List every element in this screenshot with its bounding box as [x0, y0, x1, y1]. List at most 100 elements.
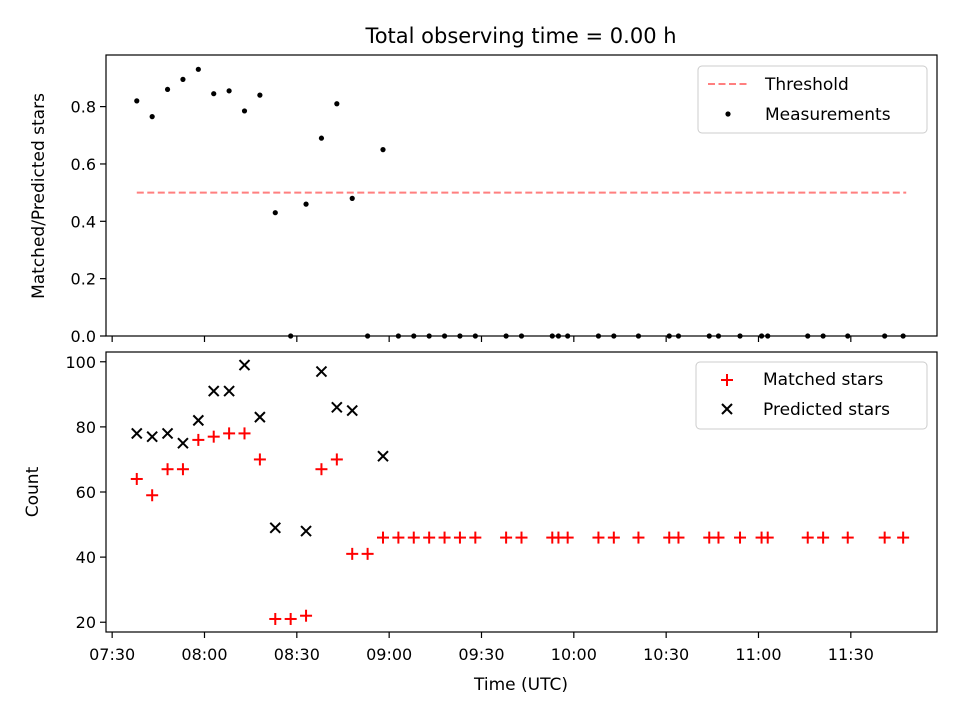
- matched-star-point: [734, 531, 747, 544]
- bottom-legend-box: [695, 361, 928, 430]
- predicted-star-point: [177, 437, 189, 449]
- matched-star-point: [284, 612, 297, 625]
- predicted-star-point: [331, 401, 343, 414]
- matched-star-point: [223, 427, 236, 440]
- matched-star-point: [330, 453, 343, 466]
- measurement-point: [211, 91, 217, 97]
- top-panel: Total observing time = 0.00 h Matched/Pr…: [29, 24, 938, 346]
- matched-star-point: [377, 531, 389, 544]
- x-tick-label: 08:00: [181, 645, 227, 664]
- predicted-star-point: [223, 385, 235, 397]
- chart-title: Total observing time = 0.00 h: [364, 24, 676, 48]
- matched-star-point: [238, 427, 251, 440]
- predicted-star-point: [300, 525, 312, 537]
- predicted-star-point: [208, 385, 220, 397]
- x-tick-label: 07:30: [89, 645, 135, 664]
- matched-star-point: [878, 531, 891, 544]
- top-y-axis-label: Matched/Predicted stars: [29, 93, 49, 299]
- x-tick-label: 11:00: [735, 645, 781, 664]
- matched-star-point: [253, 453, 266, 466]
- measurement-point: [272, 210, 278, 216]
- predicted-star-point: [377, 450, 389, 462]
- matched-star-point: [632, 531, 645, 544]
- matched-legend-swatch: [721, 374, 733, 386]
- measurement-point: [180, 76, 186, 82]
- predicted-star-point: [146, 430, 158, 443]
- matched-star-point: [841, 531, 854, 544]
- predicted-star-point: [238, 359, 251, 371]
- measurements-legend-label: Measurements: [765, 105, 891, 125]
- bottom-legend: Matched stars Predicted stars: [695, 361, 928, 430]
- matched-star-point: [300, 609, 313, 622]
- measurement-point: [257, 92, 263, 98]
- bottom-y-tick-label: 60: [76, 483, 96, 502]
- x-tick-label: 09:30: [458, 645, 504, 664]
- top-x-ticks: [111, 336, 852, 342]
- measurement-point: [303, 201, 309, 207]
- measurement-point: [349, 195, 355, 201]
- bottom-plot-frame: [105, 351, 938, 633]
- matched-star-point: [761, 531, 774, 544]
- top-legend: Threshold Measurements: [697, 65, 928, 134]
- bottom-y-axis-label: Count: [23, 466, 43, 517]
- matched-star-point: [561, 531, 574, 544]
- matched-star-point: [897, 531, 910, 544]
- top-y-tick-label: 0.4: [71, 212, 96, 231]
- matched-star-point: [130, 472, 143, 485]
- measurement-point: [226, 88, 232, 94]
- matched-star-point: [423, 531, 436, 544]
- measurement-point: [195, 66, 201, 72]
- matched-star-point: [392, 531, 405, 544]
- top-y-ticks: 0.0 0.2 0.4 0.6 0.8: [71, 98, 106, 346]
- matched-legend-label: Matched stars: [763, 370, 883, 390]
- matched-star-point: [801, 531, 814, 544]
- bottom-plot-marks: [130, 359, 910, 625]
- x-tick-label: 10:00: [551, 645, 597, 664]
- top-y-tick-label: 0.0: [71, 327, 96, 346]
- x-tick-label: 11:30: [828, 645, 874, 664]
- bottom-y-tick-label: 40: [76, 548, 96, 567]
- bottom-y-tick-label: 100: [65, 353, 96, 372]
- bottom-y-tick-label: 20: [76, 613, 96, 632]
- measurement-point: [149, 114, 155, 120]
- matched-star-point: [207, 430, 220, 443]
- measurement-point: [164, 86, 171, 93]
- predicted-star-point: [192, 414, 205, 427]
- predicted-star-point: [131, 427, 143, 440]
- matched-star-point: [361, 547, 374, 560]
- predicted-star-point: [269, 522, 281, 534]
- predicted-legend-swatch: [721, 403, 733, 415]
- matched-star-point: [515, 531, 528, 544]
- top-y-tick-label: 0.2: [71, 270, 96, 289]
- matched-star-point: [438, 531, 451, 544]
- matched-star-point: [269, 612, 282, 625]
- matched-star-point: [146, 489, 159, 502]
- matched-star-point: [592, 531, 605, 544]
- measurement-point: [380, 147, 386, 153]
- predicted-star-point: [161, 427, 174, 440]
- measurement-point: [134, 98, 140, 104]
- measurement-point: [334, 101, 340, 107]
- threshold-legend-label: Threshold: [764, 75, 849, 95]
- matched-star-point: [817, 531, 830, 544]
- matched-star-point: [161, 463, 174, 476]
- measurements-legend-swatch: [725, 111, 731, 117]
- predicted-star-point: [254, 411, 266, 423]
- x-tick-label: 08:30: [274, 645, 320, 664]
- matched-star-point: [315, 463, 328, 476]
- matched-star-point: [712, 531, 725, 544]
- predicted-legend-label: Predicted stars: [763, 400, 890, 420]
- measurement-point: [318, 135, 325, 141]
- matched-star-point: [453, 531, 466, 544]
- x-axis-label: Time (UTC): [473, 675, 568, 695]
- matched-star-point: [192, 433, 205, 446]
- predicted-star-point: [346, 404, 358, 417]
- matched-star-point: [469, 531, 482, 544]
- matched-star-point: [672, 531, 685, 544]
- x-tick-label: 09:00: [366, 645, 412, 664]
- matched-star-point: [607, 531, 620, 544]
- top-legend-box: [697, 65, 928, 134]
- top-y-tick-label: 0.8: [71, 98, 96, 117]
